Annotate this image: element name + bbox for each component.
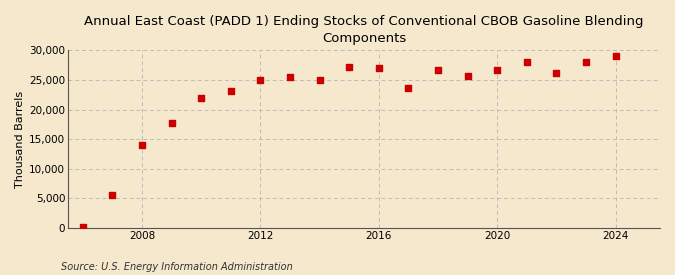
Point xyxy=(521,59,532,64)
Point xyxy=(166,121,177,125)
Y-axis label: Thousand Barrels: Thousand Barrels xyxy=(15,90,25,188)
Point xyxy=(78,225,88,230)
Point xyxy=(196,95,207,100)
Point xyxy=(373,65,384,70)
Point xyxy=(255,78,266,82)
Point xyxy=(136,143,147,147)
Title: Annual East Coast (PADD 1) Ending Stocks of Conventional CBOB Gasoline Blending
: Annual East Coast (PADD 1) Ending Stocks… xyxy=(84,15,644,45)
Point xyxy=(462,74,473,79)
Point xyxy=(610,53,621,58)
Point xyxy=(344,65,354,69)
Point xyxy=(315,78,325,82)
Point xyxy=(433,68,443,72)
Point xyxy=(403,86,414,90)
Text: Source: U.S. Energy Information Administration: Source: U.S. Energy Information Administ… xyxy=(61,262,292,272)
Point xyxy=(107,193,118,198)
Point xyxy=(580,59,591,64)
Point xyxy=(225,88,236,93)
Point xyxy=(285,75,296,79)
Point xyxy=(492,68,503,72)
Point xyxy=(551,71,562,75)
